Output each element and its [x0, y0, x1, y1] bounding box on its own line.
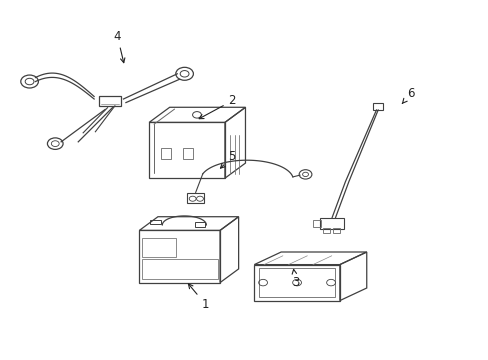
Text: 5: 5: [220, 150, 236, 168]
Bar: [99, 96, 121, 106]
Bar: [142, 259, 217, 279]
Bar: [312, 220, 320, 227]
Text: 2: 2: [199, 94, 236, 119]
Bar: [372, 103, 383, 110]
Bar: [194, 222, 205, 226]
Bar: [320, 218, 343, 229]
Text: 4: 4: [113, 30, 124, 63]
Bar: [322, 228, 329, 233]
Text: 1: 1: [188, 284, 209, 311]
Bar: [186, 193, 204, 203]
Bar: [149, 220, 160, 225]
Bar: [183, 148, 193, 159]
Text: 3: 3: [291, 269, 299, 289]
Bar: [332, 228, 339, 233]
Bar: [161, 148, 171, 159]
Bar: [142, 238, 175, 256]
Text: 6: 6: [402, 87, 414, 103]
